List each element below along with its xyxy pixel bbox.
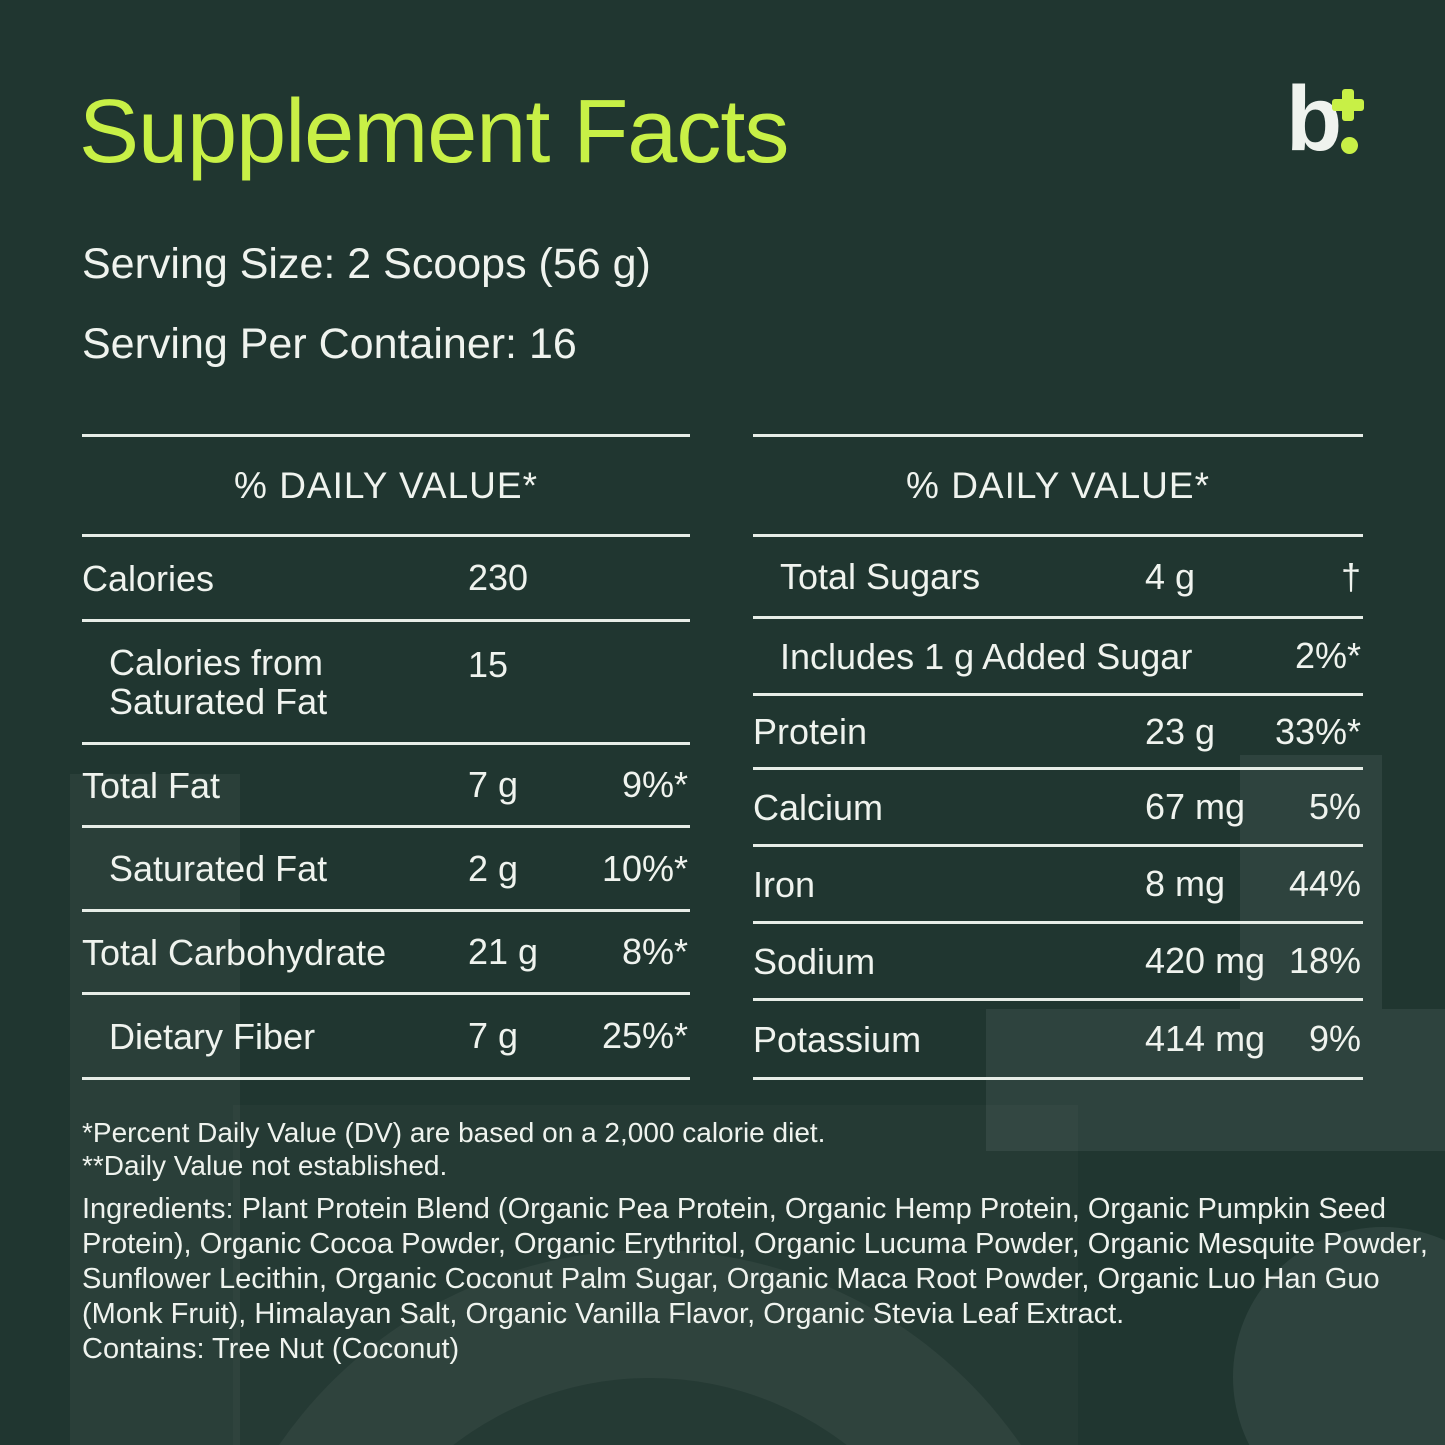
ingredients-line: Ingredients: Plant Protein Blend (Organi… (82, 1193, 1387, 1225)
nutrient-amount: 414 mg (1145, 1018, 1266, 1059)
nutrient-label: Saturated Fat (109, 848, 328, 889)
nutrient-row: Protein 23 g 33%* (753, 696, 1363, 770)
nutrient-row: Calories 230 (82, 537, 690, 622)
nutrient-amount: 15 (468, 644, 509, 685)
brand-logo: b (1286, 68, 1396, 170)
nutrient-row: Saturated Fat 2 g 10%* (82, 828, 690, 912)
nutrient-row: Calories from Saturated Fat 15 (82, 622, 690, 745)
page-title: Supplement Facts (79, 82, 789, 182)
nutrient-row: Sodium 420 mg 18% (753, 924, 1363, 1001)
nutrient-label: Sodium (753, 940, 876, 982)
nutrient-label: Calcium (753, 786, 884, 828)
nutrient-label: Protein (753, 711, 868, 752)
nutrient-dv: 9%* (621, 764, 688, 805)
nutrient-dv: † (1340, 555, 1361, 597)
nutrient-label: Total Carbohydrate (82, 931, 387, 973)
nutrient-label: Includes 1 g Added Sugar (780, 635, 1193, 677)
nutrition-rows-right: Total Sugars 4 g † Includes 1 g Added Sugar… (753, 537, 1363, 1080)
nutrient-dv: 5% (1308, 786, 1361, 827)
daily-value-header-left: % DAILY VALUE* (82, 437, 690, 537)
logo-plus-icon (1332, 89, 1364, 121)
nutrient-row: Potassium 414 mg 9% (753, 1001, 1363, 1080)
nutrient-amount: 4 g (1145, 555, 1196, 597)
nutrient-label: Dietary Fiber (109, 1015, 316, 1057)
nutrient-row: Total Sugars 4 g † (753, 537, 1363, 619)
nutrient-dv: 10%* (601, 847, 688, 889)
nutrient-dv: 18% (1288, 940, 1361, 981)
ingredients-line: (Monk Fruit), Himalayan Salt, Organic Va… (82, 1298, 1125, 1330)
nutrition-table-left: % DAILY VALUE* Calories 230 Calories from … (82, 434, 690, 1080)
nutrient-label: Iron (753, 863, 816, 905)
ingredients-line: Contains: Tree Nut (Coconut) (82, 1333, 460, 1365)
nutrient-row: Calcium 67 mg 5% (753, 770, 1363, 847)
nutrient-dv: 25%* (601, 1015, 688, 1056)
nutrient-amount: 21 g (468, 931, 539, 972)
footnote-not-established: **Daily Value not established. (82, 1150, 448, 1181)
nutrition-rows-left: Calories 230 Calories from Saturated Fat 15… (82, 537, 690, 1080)
footnotes: *Percent Daily Value (DV) are based on a… (82, 1116, 825, 1182)
logo-dot-icon (1341, 137, 1358, 154)
nutrient-amount: 8 mg (1145, 863, 1226, 904)
nutrient-row: Total Carbohydrate 21 g 8%* (82, 912, 690, 995)
nutrient-label: Potassium (753, 1018, 922, 1060)
nutrient-amount: 23 g (1145, 710, 1216, 752)
serving-size-label: Serving Size: 2 Scoops (56 g) (82, 240, 651, 288)
nutrient-amount: 420 mg (1145, 940, 1266, 981)
nutrient-dv: 9% (1308, 1018, 1361, 1059)
nutrient-amount: 67 mg (1145, 786, 1246, 827)
nutrient-amount: 7 g (468, 1015, 519, 1056)
ingredients-text: Ingredients: Plant Protein Blend (Organi… (82, 1192, 1428, 1367)
nutrient-label: Total Fat (82, 764, 221, 806)
ingredients-line: Protein), Organic Cocoa Powder, Organic … (82, 1228, 1428, 1260)
daily-value-header-right: % DAILY VALUE* (753, 437, 1363, 537)
nutrition-table-right: % DAILY VALUE* Total Sugars 4 g † Includes … (753, 434, 1363, 1080)
footnote-daily-value: *Percent Daily Value (DV) are based on a… (82, 1117, 826, 1148)
nutrient-row: Total Fat 7 g 9%* (82, 745, 690, 828)
nutrient-row: Iron 8 mg 44% (753, 847, 1363, 924)
nutrient-amount: 230 (468, 557, 529, 598)
nutrient-label: Calories from Saturated Fat (109, 642, 328, 722)
logo-letter-b: b (1286, 68, 1343, 170)
ingredients-line: Sunflower Lecithin, Organic Coconut Palm… (82, 1263, 1380, 1295)
nutrient-label: Total Sugars (780, 556, 981, 597)
nutrient-dv: 44% (1288, 863, 1361, 904)
nutrient-dv: 8%* (621, 931, 688, 972)
nutrient-dv: 2%* (1294, 635, 1361, 676)
servings-per-container-label: Serving Per Container: 16 (82, 320, 577, 368)
nutrient-dv: 33%* (1274, 710, 1361, 752)
nutrient-amount: 2 g (468, 847, 519, 889)
nutrient-row: Includes 1 g Added Sugar 2%* (753, 619, 1363, 696)
nutrient-amount: 7 g (468, 764, 519, 805)
nutrient-label: Calories (82, 557, 215, 599)
nutrient-row: Dietary Fiber 7 g 25%* (82, 995, 690, 1080)
